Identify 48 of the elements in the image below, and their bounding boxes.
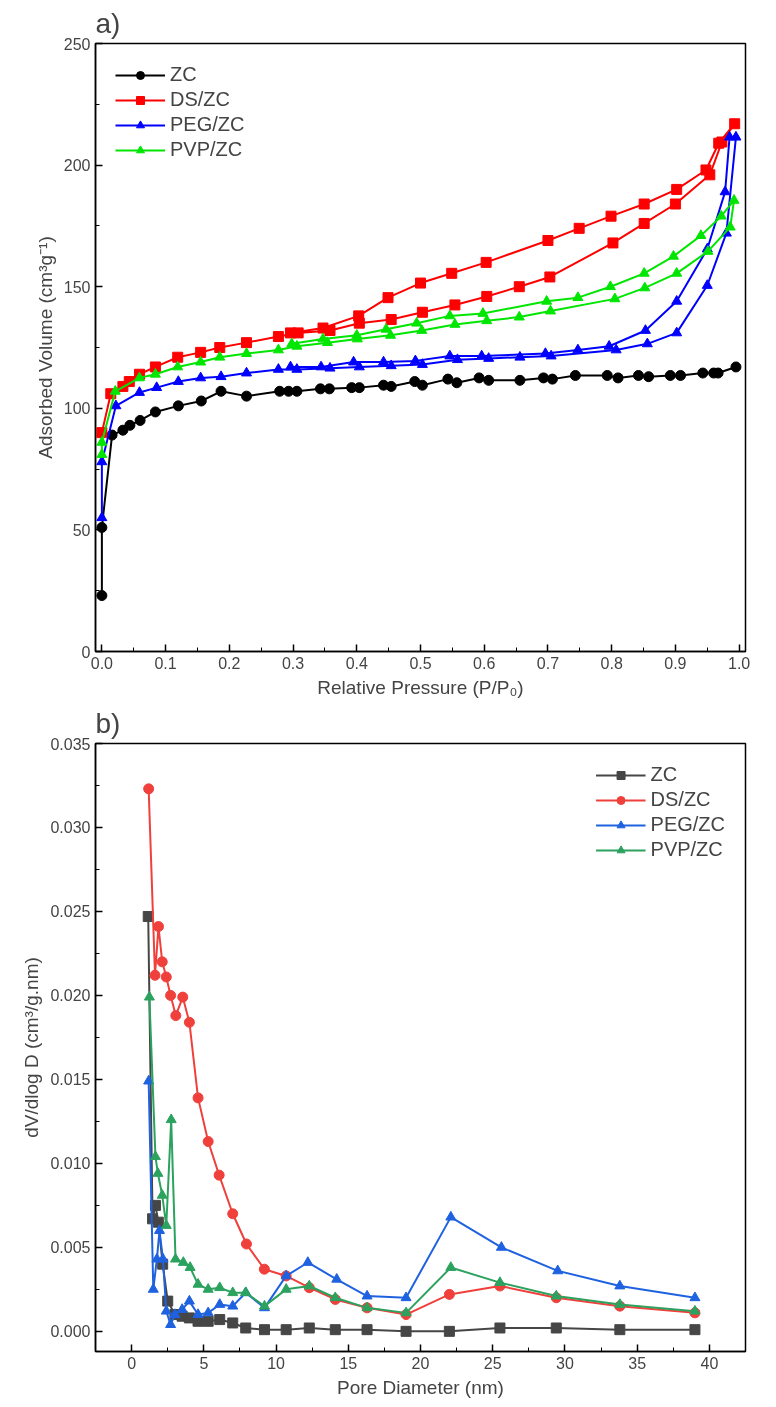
legend-label: PEG/ZC xyxy=(170,113,245,136)
x-tick-label: 30 xyxy=(556,1354,574,1372)
x-axis-title: Pore Diameter (nm) xyxy=(337,1376,504,1398)
y-axis-title: dV/dlog D (cm³/g.nm) xyxy=(21,957,43,1138)
x-tick-label: 0.2 xyxy=(218,654,241,672)
x-tick-label: 0.9 xyxy=(664,654,687,672)
legend-label: PVP/ZC xyxy=(170,138,243,161)
y-tick-label: 150 xyxy=(63,278,91,296)
y-tick-label: 0.025 xyxy=(50,903,91,921)
y-tick-label: 100 xyxy=(63,400,91,418)
y-tick-label: 0.020 xyxy=(50,987,91,1005)
y-tick-label: 0 xyxy=(81,643,91,661)
y-tick-label: 0.030 xyxy=(50,819,91,837)
x-tick-label: 0.7 xyxy=(536,654,560,672)
chart-title: a) xyxy=(95,7,121,39)
legend-label: DS/ZC xyxy=(650,788,711,811)
y-tick-label: 250 xyxy=(63,35,91,53)
legend-label: PEG/ZC xyxy=(650,813,725,836)
y-tick-label: 0.005 xyxy=(50,1239,91,1257)
x-axis-title: Relative Pressure (P/P₀) xyxy=(317,676,524,698)
legend-label: DS/ZC xyxy=(170,88,230,111)
x-tick-label: 0.1 xyxy=(154,654,177,672)
x-tick-label: 35 xyxy=(628,1354,647,1372)
x-tick-label: 0.5 xyxy=(409,654,432,672)
y-tick-label: 0.010 xyxy=(50,1155,91,1173)
y-axis-title: Adsorbed Volume (cm³g⁻¹) xyxy=(34,236,56,459)
y-tick-label: 0.035 xyxy=(50,735,91,753)
x-tick-label: 0.0 xyxy=(90,654,114,672)
chart-title: b) xyxy=(95,707,121,739)
x-tick-label: 1.0 xyxy=(728,654,751,672)
legend-label: ZC xyxy=(170,63,197,86)
x-tick-label: 0.8 xyxy=(600,654,623,672)
x-tick-label: 0 xyxy=(127,1354,137,1372)
legend-label: ZC xyxy=(650,763,678,786)
x-tick-label: 0.3 xyxy=(281,654,305,672)
legend-label: PVP/ZC xyxy=(650,838,723,861)
x-tick-label: 40 xyxy=(700,1354,719,1372)
x-tick-label: 20 xyxy=(411,1354,430,1372)
y-tick-label: 0.015 xyxy=(50,1071,91,1089)
x-tick-label: 15 xyxy=(339,1354,358,1372)
x-tick-label: 25 xyxy=(483,1354,502,1372)
x-tick-label: 10 xyxy=(267,1354,286,1372)
y-tick-label: 200 xyxy=(63,157,91,175)
x-tick-label: 0.6 xyxy=(473,654,496,672)
y-tick-label: 0.000 xyxy=(50,1323,91,1341)
y-tick-label: 50 xyxy=(72,521,91,539)
x-tick-label: 5 xyxy=(199,1354,209,1372)
x-tick-label: 0.4 xyxy=(345,654,368,672)
